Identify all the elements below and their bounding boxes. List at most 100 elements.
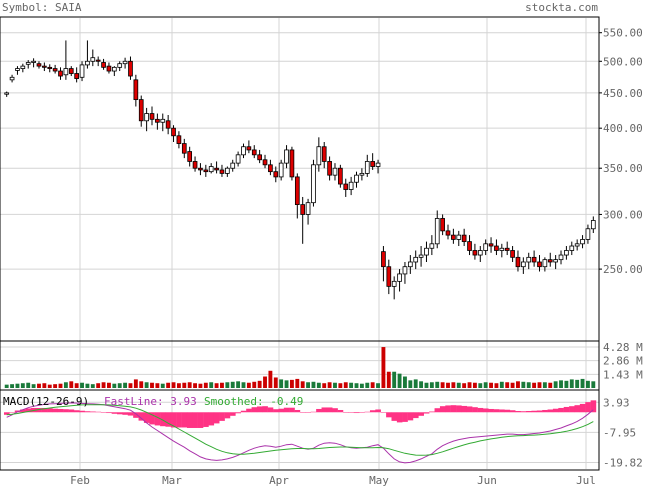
- candle-body: [445, 230, 451, 236]
- volume-bar: [376, 383, 380, 388]
- volume-bar: [160, 383, 165, 388]
- month-label: Jun: [477, 474, 497, 486]
- candle-body: [52, 68, 58, 72]
- x-axis-month-labels: Feb Mar Apr May Jun Jul: [70, 474, 596, 487]
- macd-histogram-bar: [456, 405, 462, 413]
- volume-bar: [117, 383, 122, 388]
- volume-bar: [236, 381, 241, 388]
- volume-bar: [456, 382, 461, 388]
- volume-bar: [591, 381, 596, 388]
- volume-bar: [435, 381, 440, 388]
- candle-body: [241, 146, 246, 156]
- candle-body: [526, 256, 532, 263]
- macd-histogram-bar: [375, 409, 381, 413]
- macd-histogram-bar: [181, 412, 188, 428]
- price-tick-label: 250.00: [603, 263, 643, 276]
- volume-bar: [53, 384, 58, 388]
- volume-bar: [494, 383, 499, 388]
- candle-body: [499, 247, 505, 251]
- candle-body: [348, 181, 354, 190]
- volume-bar: [537, 382, 542, 388]
- macd-histogram-bar: [262, 406, 268, 413]
- volume-bar: [225, 382, 230, 388]
- volume-bar: [273, 377, 278, 388]
- macd-histogram-bar: [192, 412, 198, 428]
- candle-body: [294, 176, 300, 206]
- macd-histogram-bar: [165, 412, 172, 427]
- macd-histogram-bar: [348, 412, 355, 413]
- volume-bar: [489, 382, 493, 388]
- candle-body: [477, 250, 483, 256]
- volume-bar: [559, 380, 563, 388]
- volume-bar: [478, 383, 483, 388]
- macd-histogram-bar: [149, 412, 155, 425]
- volume-bar: [467, 382, 472, 388]
- candle-body: [219, 169, 225, 174]
- price-tick-label: 400.00: [603, 122, 643, 135]
- candle-body: [149, 113, 155, 120]
- candle-body: [198, 167, 203, 171]
- candle-body: [122, 60, 128, 65]
- candle-body: [370, 161, 375, 167]
- volume-tick-label: 2.86 M: [603, 355, 643, 368]
- volume-bar: [85, 383, 90, 388]
- price-axis-ticks: 550.00 500.00 450.00 400.00 350.00 300.00 250.…: [599, 27, 643, 276]
- volume-bar: [381, 347, 386, 388]
- macd-histogram-bar: [515, 411, 521, 413]
- candle-body: [300, 204, 306, 215]
- macd-histogram-bar: [213, 412, 220, 424]
- macd-histogram-bar: [569, 406, 575, 413]
- candle-body: [176, 135, 182, 144]
- volume-bar: [397, 373, 402, 388]
- macd-histogram-bar: [52, 408, 59, 413]
- macd-histogram-bar: [41, 407, 48, 413]
- volume-bar: [542, 382, 547, 388]
- volume-bar: [564, 380, 569, 388]
- macd-histogram-bar: [68, 409, 75, 413]
- candle-body: [472, 250, 478, 256]
- macd-histogram-bar: [472, 407, 478, 413]
- macd-histogram-bar: [326, 407, 333, 413]
- volume-bar: [96, 383, 101, 388]
- macd-histogram-bar: [256, 406, 263, 413]
- volume-bar: [532, 382, 537, 388]
- candle-body: [359, 173, 365, 176]
- price-tick-label: 550.00: [603, 27, 643, 40]
- volume-bar: [386, 371, 391, 388]
- macd-histogram-bar: [95, 411, 102, 413]
- smoothed-label: Smoothed: -0.49: [204, 395, 303, 408]
- volume-bar: [144, 382, 149, 388]
- smoothed-value: -0.49: [270, 395, 303, 408]
- macd-histogram-bar: [536, 410, 543, 413]
- month-label: Feb: [70, 474, 90, 486]
- macd-histogram-bar: [143, 412, 150, 423]
- volume-bar: [289, 379, 294, 388]
- candle-body: [321, 146, 327, 162]
- macd-histogram-bar: [526, 411, 532, 413]
- macd-legend: MACD(12-26-9) FastLine: 3.93 Smoothed: -…: [3, 395, 303, 408]
- candle-body: [429, 243, 435, 249]
- macd-histogram-bar: [63, 409, 69, 413]
- volume-bar: [553, 381, 558, 388]
- volume-tick-label: 4.28 M: [603, 341, 643, 354]
- candle-body: [214, 167, 219, 171]
- macd-histogram-bar: [391, 412, 398, 421]
- candle-body: [413, 256, 419, 263]
- candle-body: [537, 261, 542, 268]
- macd-histogram-bar: [57, 408, 64, 413]
- volume-bar: [90, 384, 95, 388]
- volume-bar: [349, 382, 354, 388]
- candle-body: [338, 167, 343, 185]
- candle-body: [155, 118, 160, 123]
- macd-histogram-bar: [531, 410, 537, 413]
- volume-bar: [510, 382, 515, 388]
- macd-histogram-bar: [439, 406, 446, 413]
- candle-body: [488, 243, 494, 247]
- price-panel: 550.00 500.00 450.00 400.00 350.00 300.00 250.…: [0, 16, 643, 342]
- macd-histogram-bar: [160, 412, 166, 427]
- macd-histogram-bar: [154, 412, 161, 426]
- volume-bar: [316, 382, 321, 388]
- candle-body: [332, 167, 338, 176]
- volume-bar: [107, 382, 111, 388]
